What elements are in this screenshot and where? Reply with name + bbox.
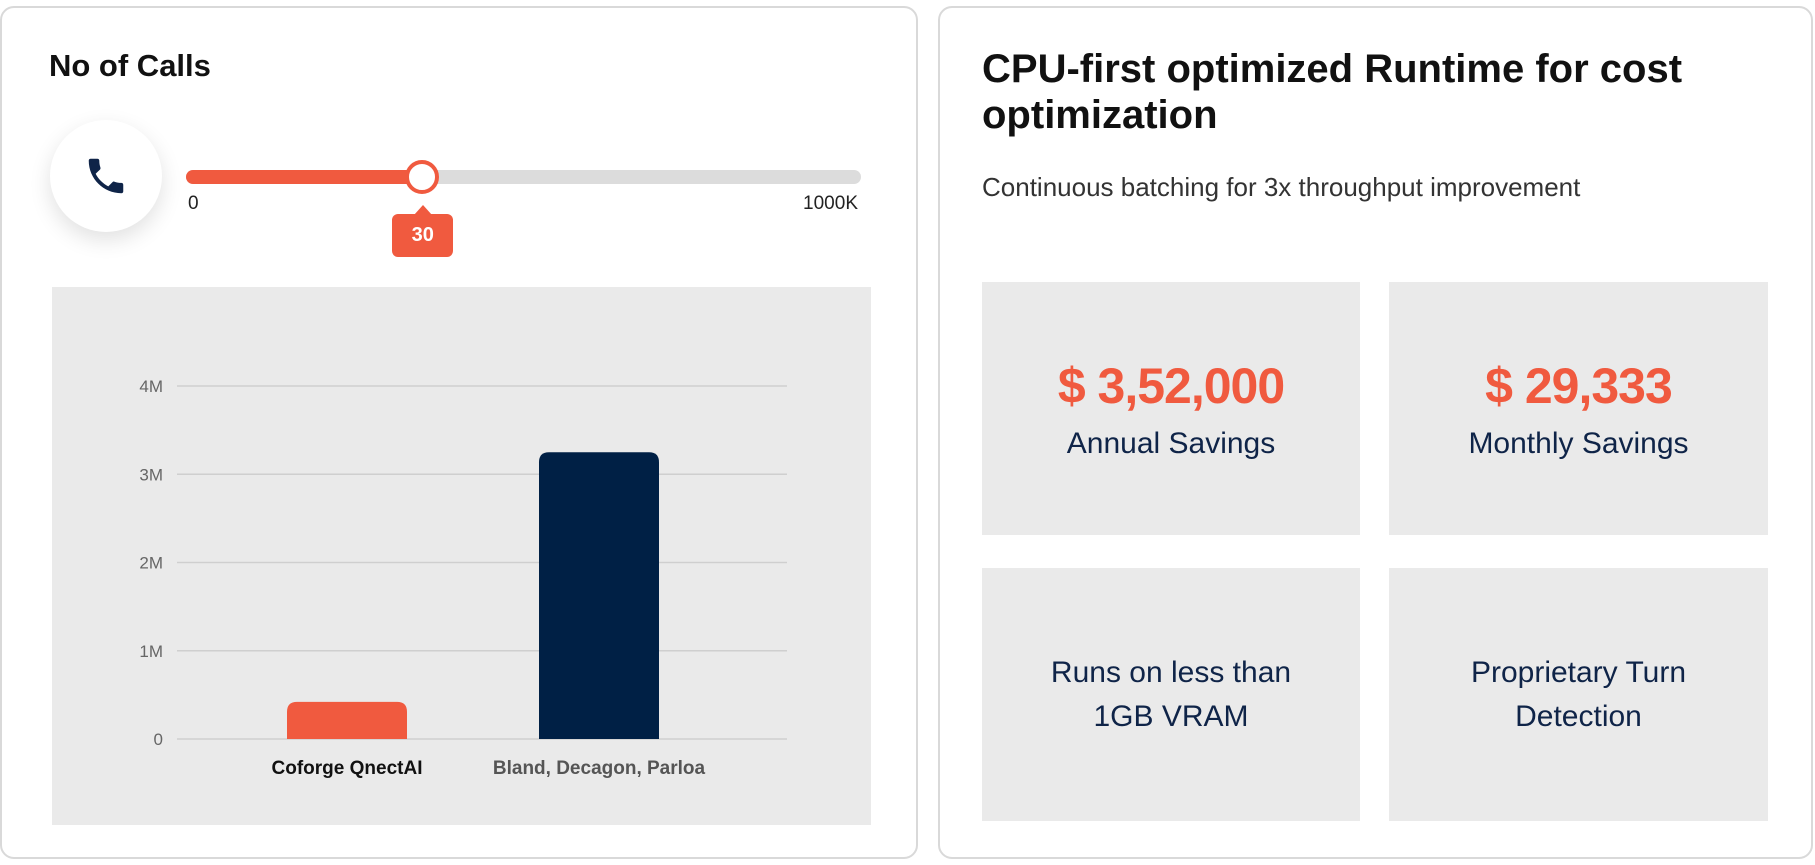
monthly-savings-value: $ 29,333 bbox=[1485, 357, 1673, 414]
runtime-card: CPU-first optimized Runtime for cost opt… bbox=[938, 6, 1813, 859]
x-tick-label: Coforge QnectAI bbox=[272, 758, 423, 779]
bar bbox=[539, 452, 659, 739]
annual-savings-label: Annual Savings bbox=[1066, 426, 1276, 460]
y-tick-label: 3M bbox=[139, 465, 163, 484]
slider-fill bbox=[186, 170, 423, 184]
monthly-savings-tile: $ 29,333 Monthly Savings bbox=[1389, 282, 1768, 535]
phone-icon bbox=[88, 158, 124, 194]
calls-slider[interactable] bbox=[186, 160, 861, 194]
vram-text: Runs on less than 1GB VRAM bbox=[1050, 655, 1292, 733]
vram-tile: Runs on less than 1GB VRAM bbox=[982, 568, 1360, 821]
y-tick-label: 0 bbox=[154, 730, 163, 749]
turn-detection-tile: Proprietary Turn Detection bbox=[1389, 568, 1768, 821]
bar-chart: 0 1M 2M 3M 4M Coforge QnectAI Bland, Decagon, … bbox=[139, 377, 787, 779]
runtime-title: CPU-first optimized Runtime for cost opt… bbox=[982, 47, 1683, 137]
slider-value-badge: 30 bbox=[392, 205, 454, 257]
turn-detection-text: Proprietary Turn Detection bbox=[1470, 655, 1687, 733]
annual-savings-tile: $ 3,52,000 Annual Savings bbox=[982, 282, 1360, 535]
phone-badge bbox=[50, 120, 162, 232]
runtime-subtitle: Continuous batching for 3x throughput im… bbox=[982, 172, 1581, 202]
monthly-savings-label: Monthly Savings bbox=[1468, 426, 1689, 460]
slider-max-label: 1000K bbox=[803, 193, 858, 214]
calls-title: No of Calls bbox=[49, 48, 211, 83]
x-tick-label: Bland, Decagon, Parloa bbox=[493, 758, 706, 779]
calls-chart: 0 1M 2M 3M 4M Coforge QnectAI Bland, Decagon, … bbox=[52, 287, 871, 825]
annual-savings-value: $ 3,52,000 bbox=[1057, 357, 1285, 414]
slider-min-label: 0 bbox=[188, 193, 199, 214]
calls-card: No of Calls 0 1000K 30 0 1M 2M 3M 4M Coforge … bbox=[0, 6, 918, 859]
bar bbox=[287, 701, 407, 739]
y-tick-label: 1M bbox=[139, 642, 163, 661]
y-tick-label: 4M bbox=[139, 377, 163, 396]
y-tick-label: 2M bbox=[139, 554, 163, 573]
slider-thumb[interactable] bbox=[405, 160, 440, 194]
